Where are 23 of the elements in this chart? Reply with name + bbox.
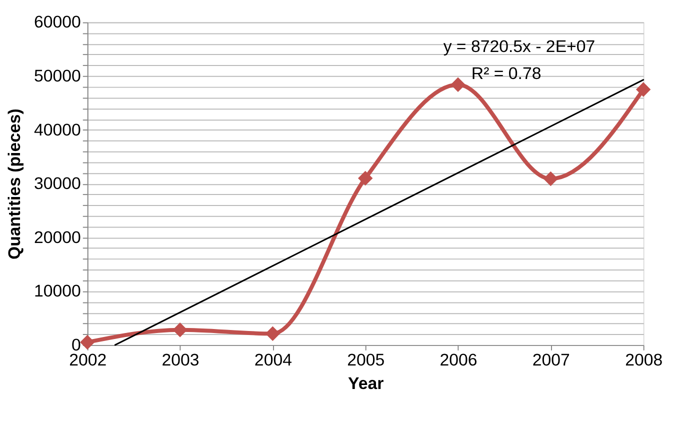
- y-tick-label: 30000: [34, 174, 81, 194]
- y-tick-label: 60000: [34, 12, 81, 32]
- point: [80, 334, 95, 350]
- x-tick-label: 2004: [254, 350, 292, 370]
- point: [358, 170, 373, 186]
- y-tick-label: 10000: [34, 282, 81, 301]
- x-axis-title: Year: [348, 374, 384, 394]
- annotation: y = 8720.5x - 2E+07: [443, 37, 596, 56]
- x-tick-label: 2005: [347, 350, 385, 370]
- y-axis-title: Quantities (pieces): [5, 108, 24, 260]
- point: [636, 82, 651, 97]
- y-tick-label: 40000: [34, 120, 81, 140]
- point: [543, 171, 558, 186]
- point: [265, 326, 280, 342]
- x-tick-label: 2006: [440, 350, 478, 370]
- x-tick-label: 2008: [625, 350, 663, 370]
- x-tick-label: 2003: [162, 350, 200, 370]
- annotation: R² = 0.78: [471, 64, 542, 83]
- y-tick-label: 50000: [34, 66, 81, 86]
- point: [450, 77, 466, 92]
- point: [172, 322, 188, 338]
- y-tick-label: 20000: [34, 228, 81, 247]
- x-tick-label: 2007: [532, 350, 570, 370]
